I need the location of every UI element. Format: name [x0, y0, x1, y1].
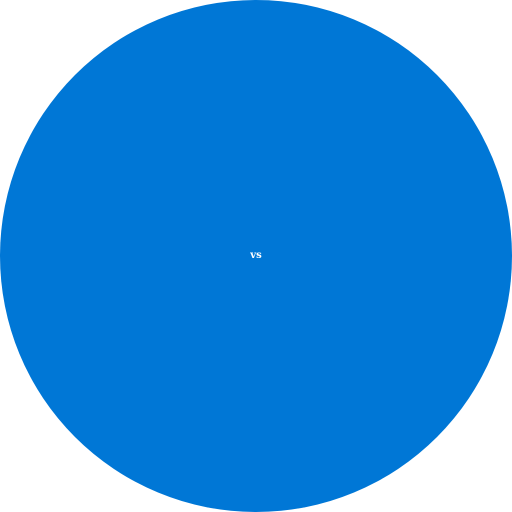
vs-label: vs — [250, 250, 262, 261]
